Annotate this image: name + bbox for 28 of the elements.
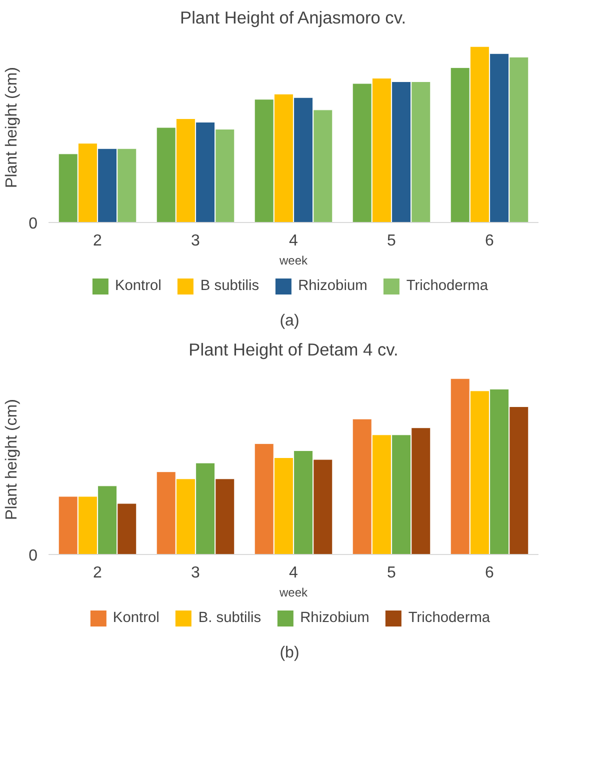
y-axis-title: Plant height (cm): [4, 67, 21, 188]
legend-label: Rhizobium: [300, 610, 370, 626]
legend-label: B. subtilis: [198, 610, 262, 626]
text: 0: [28, 216, 38, 232]
x-tick-label: 4: [289, 564, 298, 582]
text: 0: [28, 548, 38, 564]
legend-label: Trichoderma: [406, 278, 488, 294]
x-axis-title: week: [278, 586, 309, 600]
legend-label: Kontrol: [114, 278, 162, 294]
text: (b): [280, 644, 300, 662]
text: (a): [280, 312, 300, 330]
x-tick-label: 6: [485, 232, 494, 250]
y-axis-title: Plant height (cm): [4, 399, 21, 520]
x-tick-label: 3: [191, 564, 200, 582]
x-tick-label: 4: [289, 232, 298, 250]
legend-label: Kontrol: [112, 610, 160, 626]
legend-label: Trichoderma: [408, 610, 490, 626]
x-tick-label: 2: [93, 564, 102, 582]
x-tick-label: 3: [191, 232, 200, 250]
legend-label: B subtilis: [200, 278, 260, 294]
chart-title: Plant Height of Detam 4 cv.: [188, 340, 398, 360]
x-tick-label: 2: [93, 232, 102, 250]
chart-title: Plant Height of Anjasmoro cv.: [180, 8, 406, 28]
legend-label: Rhizobium: [298, 278, 368, 294]
x-tick-label: 6: [485, 564, 494, 582]
x-axis-title: week: [278, 254, 309, 268]
x-tick-label: 5: [387, 564, 396, 582]
x-tick-label: 5: [387, 232, 396, 250]
